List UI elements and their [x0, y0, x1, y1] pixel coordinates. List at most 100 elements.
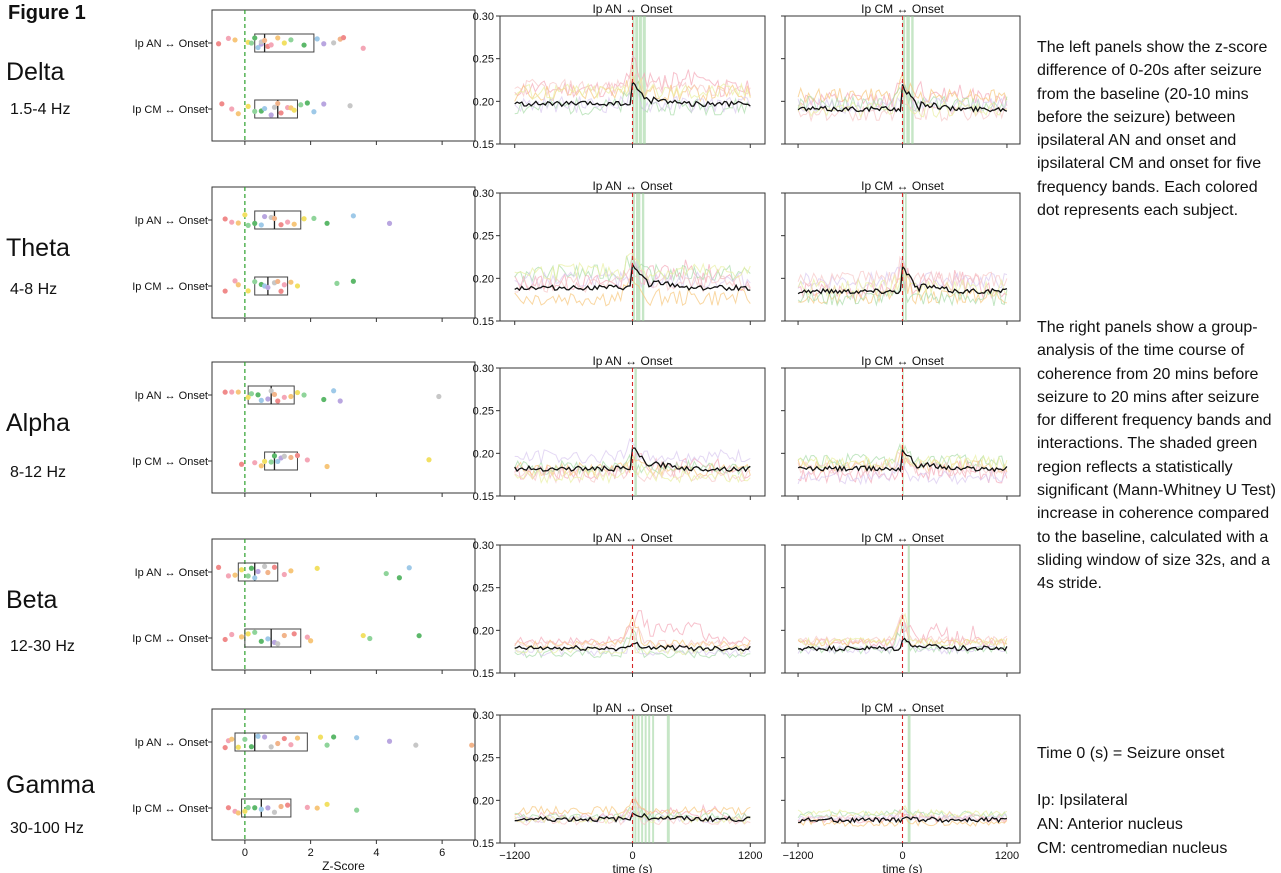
category-label-cm: Ip CM ↔ Onset [132, 104, 208, 116]
subject-dot-an [288, 742, 294, 748]
x-tick-label: −1200 [499, 850, 530, 862]
x-tick-label: 4 [373, 847, 379, 859]
y-tick-label: 0.20 [473, 96, 494, 108]
subject-dot-cm [275, 278, 281, 285]
y-tick-label: 0.20 [473, 625, 494, 637]
subject-dot-cm [225, 805, 232, 811]
boxplot-frame [211, 9, 476, 142]
box-cm [244, 628, 302, 648]
subject-dot-an [294, 735, 301, 741]
subject-dot-an [271, 215, 278, 222]
significant-shade [666, 715, 670, 843]
boxplot-panel-alpha: Ip AN ↔ Onset Ip CM ↔ Onset [132, 361, 476, 497]
subject-dot-cm [245, 288, 251, 294]
boxplot-frame [211, 361, 476, 494]
subject-dot-an [350, 213, 356, 219]
subject-dot-cm [288, 279, 294, 285]
box-an [237, 562, 279, 582]
subject-dot-cm [235, 282, 241, 288]
subject-dot-an [222, 216, 228, 222]
subject-dot-an [242, 736, 248, 742]
y-tick-label: 0.30 [473, 363, 494, 375]
y-tick-label: 0.25 [473, 54, 494, 66]
timecourse-panel-gamma-an: Ip AN ↔ Onset 0.15 0.20 0.25 0.30 −1200 0 1200 t… [473, 701, 766, 873]
subject-dot-cm [258, 638, 264, 644]
box-cm [241, 798, 292, 818]
subject-dot-an [245, 222, 251, 228]
subject-dot-an [255, 44, 261, 51]
subject-dot-cm [245, 103, 251, 109]
subject-dot-an [275, 35, 281, 41]
subject-dot-an [255, 568, 261, 575]
band-range-delta: 1.5-4 Hz [10, 101, 71, 118]
subject-trace [514, 803, 751, 824]
subject-dot-cm [321, 101, 327, 107]
subject-dot-cm [265, 805, 271, 811]
subject-dot-an [232, 572, 238, 578]
description-left-panels: The left panels show the z-score differe… [1037, 39, 1268, 220]
significant-shade [904, 193, 907, 321]
subject-dot-an [252, 220, 258, 226]
subject-dot-an [317, 734, 324, 740]
subject-dot-an [265, 569, 271, 576]
panel-title: Ip AN ↔ Onset [592, 531, 673, 545]
subject-dot-cm [324, 801, 330, 807]
category-label-an: Ip AN ↔ Onset [135, 38, 208, 50]
subject-dot-an [245, 573, 251, 579]
subject-dot-an [324, 742, 330, 748]
timecourse-panel-alpha-cm: Ip CM ↔ Onset [781, 354, 1021, 500]
subject-dot-an [314, 36, 320, 42]
x-tick-label: 6 [439, 847, 445, 859]
subject-dot-cm [238, 461, 245, 467]
subject-dot-an [288, 568, 294, 574]
subject-dot-an [301, 42, 307, 48]
x-tick-label: −1200 [783, 850, 814, 862]
band-range-theta: 4-8 Hz [10, 281, 58, 298]
subject-dot-cm [334, 280, 340, 286]
subject-dot-an [321, 396, 327, 403]
category-label-cm: Ip CM ↔ Onset [132, 281, 208, 293]
x-tick-label: 0 [899, 850, 905, 862]
subject-dot-an [383, 570, 389, 577]
subject-dot-cm [238, 634, 245, 640]
subject-dot-cm [252, 460, 258, 466]
subject-dot-an [301, 392, 307, 398]
significant-shade [907, 715, 911, 843]
legend-an: AN: Anterior nucleus [1037, 816, 1183, 833]
panel-title: Ip CM ↔ Onset [861, 531, 944, 545]
subject-dot-cm [232, 278, 238, 284]
subject-dot-an [271, 391, 278, 398]
band-name-gamma: Gamma [6, 771, 95, 799]
band-range-beta: 12-30 Hz [10, 638, 75, 655]
category-label-cm: Ip CM ↔ Onset [132, 803, 208, 815]
significant-shade [907, 545, 910, 673]
subject-dot-cm [347, 103, 353, 109]
subject-dot-an [281, 735, 287, 742]
subject-dot-cm [219, 101, 225, 107]
band-range-alpha: 8-12 Hz [10, 464, 67, 481]
subject-dot-cm [294, 283, 301, 289]
subject-dot-cm [252, 279, 258, 285]
subject-dot-cm [271, 809, 278, 815]
x-axis-label: Z-Score [322, 859, 365, 873]
subject-dot-cm [265, 636, 271, 642]
subject-trace [514, 437, 751, 464]
timecourse-panel-beta-cm: Ip CM ↔ Onset [781, 531, 1021, 677]
subject-dot-cm [245, 805, 251, 811]
subject-dot-an [215, 564, 222, 570]
subject-dot-an [360, 45, 366, 51]
subject-dot-cm [291, 631, 297, 637]
boxplot-frame [211, 708, 476, 841]
category-label-an: Ip AN ↔ Onset [135, 567, 208, 579]
timecourse-panel-beta-an: Ip AN ↔ Onset 0.15 0.20 0.25 0.30 [473, 531, 766, 680]
subject-trace [514, 252, 751, 282]
subject-dot-cm [271, 453, 278, 459]
subject-dot-cm [304, 457, 310, 463]
subject-dot-cm [235, 810, 241, 816]
subject-dot-an [235, 744, 241, 750]
subject-trace [797, 443, 1008, 473]
subject-dot-cm [252, 108, 258, 114]
mean-trace [798, 637, 1008, 652]
category-label-an: Ip AN ↔ Onset [135, 737, 208, 749]
subject-dot-an [255, 733, 261, 739]
